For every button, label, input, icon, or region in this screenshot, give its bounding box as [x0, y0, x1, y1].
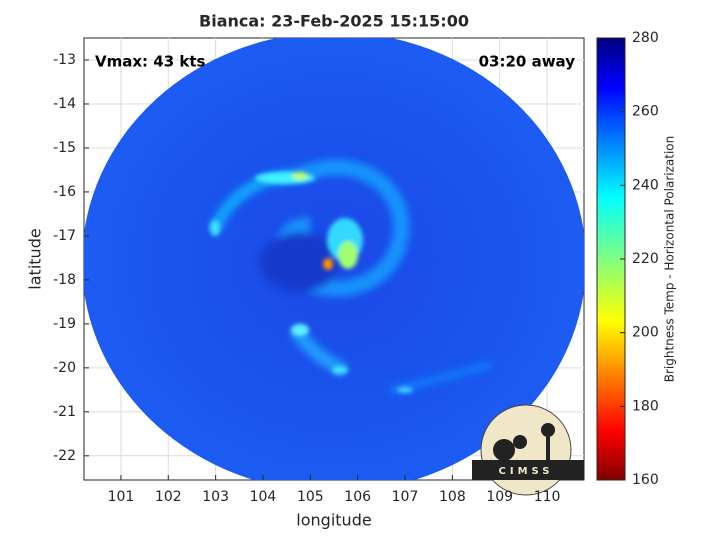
x-tick-label: 105 [297, 489, 324, 505]
x-tick-label: 104 [250, 489, 277, 505]
x-tick-label: 103 [202, 489, 229, 505]
colorbar-tick-label: 220 [632, 251, 659, 267]
y-tick-label: -18 [53, 272, 76, 288]
y-tick-label: -17 [53, 228, 76, 244]
x-tick-label: 102 [155, 489, 182, 505]
y-tick-label: -19 [53, 316, 76, 332]
y-tick-label: -13 [53, 52, 76, 68]
logo: CIMSS [472, 404, 584, 496]
chart-title: Bianca: 23-Feb-2025 15:15:00 [199, 12, 469, 31]
x-tick-label: 106 [344, 489, 371, 505]
colorbar-tick-label: 160 [632, 472, 659, 488]
colorbar-tick-label: 280 [632, 30, 659, 46]
x-tick-label: 101 [108, 489, 135, 505]
colorbar-tick-label: 180 [632, 398, 659, 414]
colorbar-tick-label: 260 [632, 104, 659, 120]
annotation: 03:20 away [479, 53, 576, 71]
x-tick-label: 108 [439, 489, 466, 505]
colorbar-label: Brightness Temp - Horizontal Polarizatio… [663, 136, 677, 383]
y-tick-label: -14 [53, 96, 76, 112]
colorbar-tick-label: 200 [632, 325, 659, 341]
x-axis-label: longitude [296, 511, 371, 530]
colorbar-tick-label: 240 [632, 177, 659, 193]
y-tick-label: -16 [53, 184, 76, 200]
x-tick-label: 107 [392, 489, 419, 505]
x-tick-label: 109 [486, 489, 513, 505]
y-tick-label: -20 [53, 360, 76, 376]
satellite-image [84, 38, 584, 480]
y-tick-label: -15 [53, 140, 76, 156]
y-tick-label: -21 [53, 404, 76, 420]
y-tick-label: -22 [53, 448, 76, 464]
x-tick-label: 110 [534, 489, 561, 505]
annotation: Vmax: 43 kts [95, 53, 205, 71]
logo-text: CIMSS [499, 466, 554, 477]
y-axis-label: latitude [26, 228, 45, 289]
